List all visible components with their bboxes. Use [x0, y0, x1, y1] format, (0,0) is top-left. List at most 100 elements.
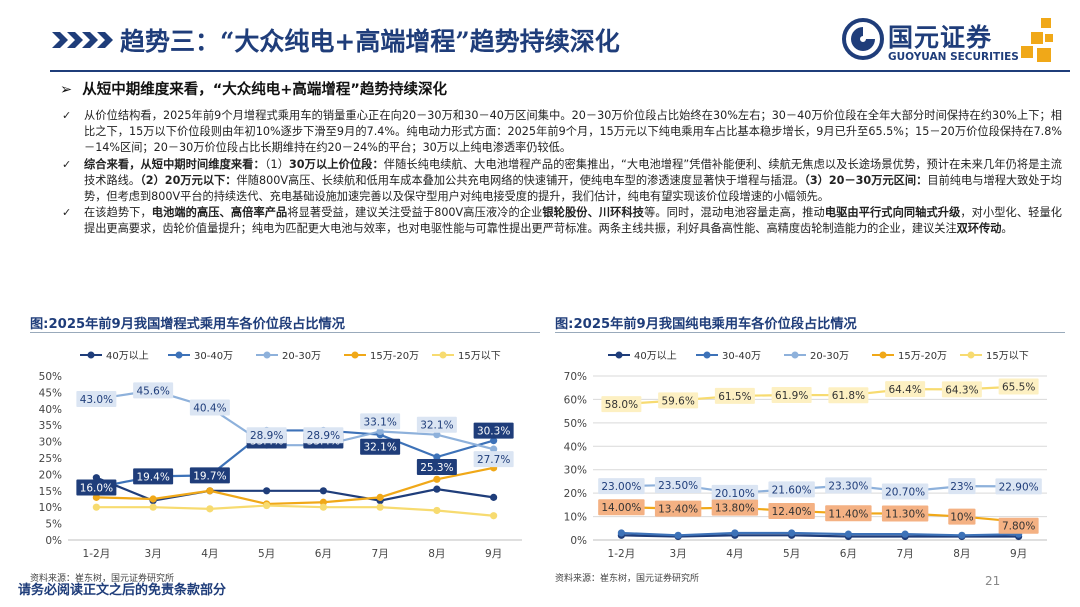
legend-label: 15万以下	[986, 351, 1029, 362]
y-tick-label: 70%	[564, 371, 587, 383]
data-label-text: 23.30%	[828, 480, 868, 492]
data-label: 45.6%	[133, 382, 174, 399]
x-tick-label: 7月	[897, 548, 914, 560]
data-point	[433, 485, 441, 493]
data-label-box	[473, 422, 514, 439]
legend-item: 15万-20万	[872, 351, 947, 362]
legend-item: 20-30万	[256, 351, 321, 362]
data-label: 19.7%	[189, 467, 230, 484]
legend-label: 15万以下	[458, 351, 501, 362]
y-tick-label: 30%	[564, 465, 587, 477]
data-label-box	[133, 468, 174, 485]
y-tick-label: 40%	[564, 441, 587, 453]
data-point	[433, 453, 441, 461]
data-label-text: 21.60%	[772, 484, 812, 496]
data-label-box	[601, 396, 642, 413]
legend-label: 40万以上	[106, 350, 149, 362]
data-label: 7.80%	[998, 517, 1039, 534]
y-tick-label: 35%	[39, 420, 62, 432]
left-chart-source: 资料来源：崔东树，国元证券研究所	[30, 574, 175, 584]
data-label: 32.1%	[360, 438, 401, 455]
data-label-text: 64.3%	[945, 384, 978, 396]
left-chart-title-underline	[30, 332, 540, 333]
data-label: 23%	[948, 478, 976, 495]
bullet-segment: 伴随800V高压、长续航和低用车成本叠加公共充电网络的快速铺开，使纯电车型的渗透…	[236, 173, 805, 187]
data-label-text: 25.3%	[420, 462, 453, 474]
data-point	[490, 445, 498, 453]
x-tick-label: 1-2月	[608, 548, 636, 560]
legend-marker	[967, 351, 975, 359]
data-point	[92, 474, 100, 482]
data-label-text: 32.1%	[420, 420, 453, 432]
x-tick-label: 8月	[428, 548, 445, 560]
bullet-list: ✓ 从价位结构看，2025年前9个月增程式乘用车的销量重心正在向20－30万和30…	[62, 108, 1062, 238]
legend-label: 30-40万	[722, 351, 761, 362]
legend-marker	[879, 351, 887, 359]
bullet-segment: ，对小型化、轻量化提出更高要求，齿轮价值量提升；纯电为匹配更大电池与效率，也对电…	[84, 206, 1062, 236]
data-label-box	[416, 416, 457, 433]
data-point	[149, 503, 157, 511]
legend-label: 15万-20万	[370, 351, 419, 362]
bullet-emphasis: （2）20万元以下：	[140, 173, 237, 187]
data-label: 61.8%	[828, 387, 869, 404]
legend-item: 40万以上	[80, 350, 149, 362]
series-line	[96, 466, 494, 506]
data-label: 23.00%	[598, 478, 645, 495]
data-label: 28.9%	[246, 427, 287, 444]
data-label-text: 58.0%	[605, 399, 638, 411]
data-label-text: 61.8%	[832, 390, 865, 402]
legend-item: 30-40万	[696, 351, 761, 362]
bullet-emphasis: 综合来看，从短中期时间维度来看：	[84, 157, 265, 171]
data-point	[958, 531, 966, 539]
x-tick-label: 1-2月	[83, 548, 111, 560]
data-label-box	[360, 438, 401, 455]
y-tick-label: 10%	[564, 512, 587, 524]
data-point	[206, 505, 214, 513]
data-point	[490, 512, 498, 520]
legend-marker	[87, 351, 95, 359]
data-label-text: 40.4%	[193, 402, 226, 414]
page-number: 21	[985, 574, 1001, 588]
data-label-box	[189, 467, 230, 484]
company-logo: 国元证券 GUOYUAN SECURITIES	[842, 16, 1057, 68]
data-point	[206, 487, 214, 495]
x-tick-label: 8月	[953, 548, 970, 560]
legend-marker	[263, 351, 271, 359]
bullet-text: 在该趋势下，电池端的高压、高倍率产品将显著受益，建议关注受益于800V高压液冷的…	[84, 205, 1062, 237]
data-label: 64.4%	[885, 381, 926, 398]
data-point	[319, 503, 327, 511]
data-label: 28.9%	[303, 427, 344, 444]
data-point	[263, 501, 271, 510]
data-point	[376, 503, 384, 511]
data-label-box	[654, 476, 702, 493]
data-label-box	[881, 505, 929, 522]
y-tick-label: 30%	[39, 437, 62, 449]
data-label-box	[881, 483, 929, 500]
data-label-text: 16.0%	[80, 483, 113, 495]
series-line	[95, 476, 494, 502]
bullet-emphasis: 双环传动	[956, 222, 1002, 236]
bullet-segment: 目前纯电与增程大致处于均势，但考虑到800V平台的持续迭代、充电基础设施加速完善…	[84, 173, 1062, 204]
bev-share-chart: 40万以上 30-40万 20-30万 15万-20万 15万以下 0% 10% 20% 30%…	[564, 350, 1047, 560]
data-label-text: 14.00%	[601, 502, 641, 514]
bullet-segment: 等。同时，混动电池容量走高，推动	[644, 206, 825, 220]
data-label-box	[711, 484, 759, 501]
x-tick-label: 6月	[315, 548, 332, 560]
data-label-text: 43.0%	[80, 394, 113, 406]
legend-marker	[175, 351, 183, 359]
bullet-text: 从价位结构看，2025年前9个月增程式乘用车的销量重心正在向20－30万和30－…	[84, 108, 1062, 157]
data-point	[433, 475, 441, 483]
data-label-box	[473, 451, 514, 468]
data-label-box	[885, 381, 926, 398]
data-label-box	[768, 481, 815, 498]
data-point	[788, 529, 796, 537]
data-label: 61.9%	[771, 386, 812, 403]
data-label-box	[76, 390, 117, 407]
data-point	[617, 529, 625, 537]
x-tick-label: 5月	[783, 548, 800, 560]
data-label-text: 27.7%	[477, 454, 510, 466]
bullet-emphasis: 30万以上价位段：	[289, 157, 384, 171]
legend-label: 30-40万	[194, 351, 233, 362]
bullet-segment: 伴随长纯电续航、大电池增程产品的密集推出，“大电池增程”凭借补能便利、续航无焦虑…	[84, 157, 1062, 187]
x-tick-label: 9月	[1010, 548, 1027, 560]
